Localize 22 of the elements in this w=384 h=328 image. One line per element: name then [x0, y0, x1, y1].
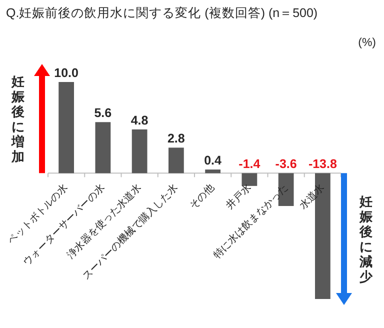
bar: [168, 148, 184, 174]
bar: [205, 170, 221, 174]
text: 妊娠後に増加: [10, 74, 26, 164]
bar: [58, 82, 74, 174]
data-label: 2.8: [167, 132, 185, 146]
data-label: 4.8: [130, 113, 148, 128]
x-tick-label: 井戸水: [224, 182, 254, 212]
bar: [95, 122, 111, 174]
text: 妊娠後に減少: [358, 194, 374, 284]
data-label: -3.6: [275, 157, 297, 172]
y-axis-title: (%): [358, 37, 376, 49]
bar: [242, 173, 258, 186]
data-label: -13.8: [308, 157, 337, 172]
bar: [132, 129, 148, 174]
bar: [278, 173, 294, 206]
x-tick-label: その他: [187, 182, 217, 212]
x-tick-label: 水道水: [297, 182, 327, 212]
data-label: -1.4: [238, 157, 260, 172]
data-label: 5.6: [94, 106, 112, 120]
data-label: 10.0: [54, 66, 79, 80]
chart-title: Q.妊娠前後の飲用水に関する変化 (複数回答) (n＝500): [6, 5, 318, 20]
data-label: 0.4: [204, 154, 222, 168]
